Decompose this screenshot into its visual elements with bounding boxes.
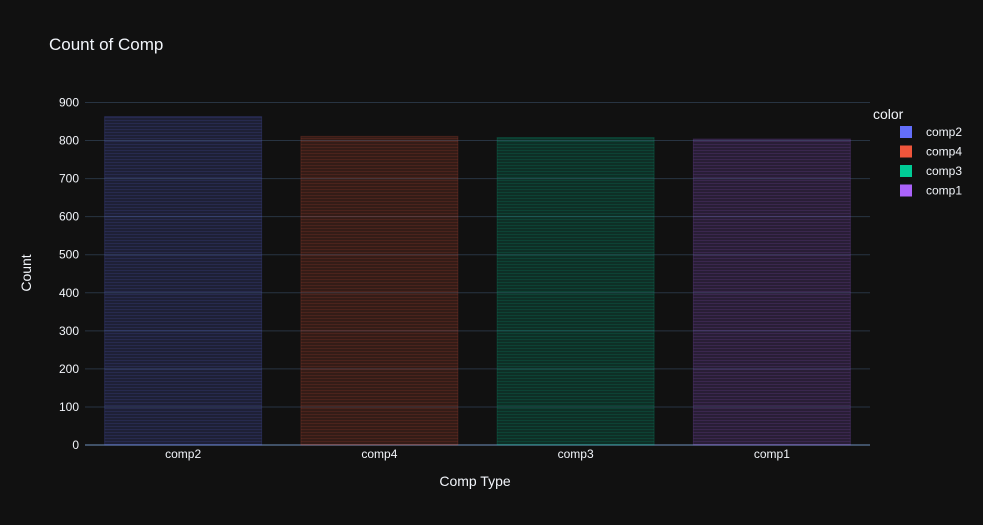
x-axis-ticks: comp2 comp4 comp3 comp1 [165, 447, 790, 461]
legend-swatch-comp4[interactable] [900, 145, 912, 158]
y-tick-label: 300 [59, 324, 79, 338]
bars [104, 116, 851, 446]
y-tick-label: 100 [59, 400, 79, 414]
bar-comp1[interactable] [692, 138, 851, 446]
y-tick-label: 700 [59, 172, 79, 186]
y-tick-label: 900 [59, 96, 79, 110]
x-tick-label: comp4 [361, 447, 397, 461]
bar-comp2[interactable] [104, 116, 263, 446]
y-tick-label: 500 [59, 248, 79, 262]
legend-label-comp4[interactable]: comp4 [926, 145, 962, 159]
legend-swatch-comp3[interactable] [900, 165, 912, 177]
y-tick-label: 200 [59, 362, 79, 376]
chart-title: Count of Comp [49, 35, 163, 54]
y-tick-label: 800 [59, 134, 79, 148]
y-tick-label: 400 [59, 286, 79, 300]
y-tick-label: 600 [59, 210, 79, 224]
y-axis-title: Count [18, 254, 34, 291]
legend-label-comp2[interactable]: comp2 [926, 125, 962, 139]
bar-comp4[interactable] [300, 135, 459, 446]
legend-swatch-comp2[interactable] [900, 126, 912, 138]
x-tick-label: comp3 [558, 447, 594, 461]
legend-label-comp1[interactable]: comp1 [926, 184, 962, 198]
y-tick-label: 0 [72, 438, 79, 452]
bar-comp3[interactable] [496, 137, 655, 446]
x-tick-label: comp1 [754, 447, 790, 461]
legend: color comp2 comp4 comp3 comp1 [873, 106, 962, 198]
x-tick-label: comp2 [165, 447, 201, 461]
legend-swatch-comp1[interactable] [900, 184, 912, 197]
y-axis-ticks: 0 100 200 300 400 500 600 700 800 900 [59, 96, 79, 453]
legend-title: color [873, 106, 904, 122]
legend-label-comp3[interactable]: comp3 [926, 164, 962, 178]
x-axis-title: Comp Type [439, 473, 511, 489]
